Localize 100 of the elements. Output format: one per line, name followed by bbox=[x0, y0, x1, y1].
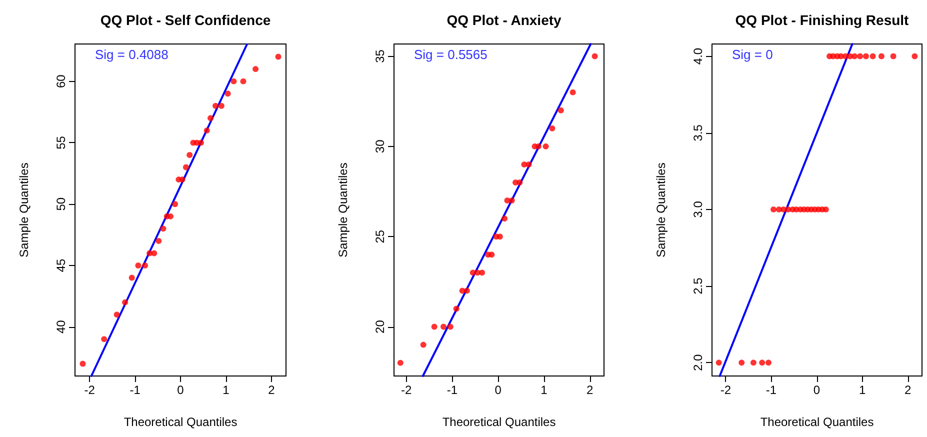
y-axis-title: Sample Quantiles bbox=[654, 162, 668, 258]
point bbox=[420, 342, 426, 348]
chart-title: QQ Plot - Anxiety bbox=[446, 12, 562, 28]
point bbox=[750, 360, 756, 366]
point bbox=[870, 53, 876, 60]
x-tick-label: -1 bbox=[130, 383, 141, 397]
point bbox=[447, 324, 454, 330]
point bbox=[142, 262, 148, 268]
point bbox=[172, 201, 178, 208]
annotation: Sig = 0.5565 bbox=[414, 47, 488, 62]
point bbox=[479, 270, 486, 276]
point bbox=[549, 125, 556, 132]
y-tick-label: 40 bbox=[54, 320, 68, 334]
point bbox=[765, 360, 772, 366]
y-tick-label: 60 bbox=[54, 74, 68, 88]
point bbox=[168, 213, 174, 220]
y-tick-label: 3.0 bbox=[691, 200, 705, 218]
point bbox=[570, 89, 576, 96]
point bbox=[488, 252, 495, 258]
y-tick-label: 2.0 bbox=[691, 354, 705, 372]
point bbox=[212, 102, 219, 109]
x-tick-label: -1 bbox=[766, 383, 777, 397]
x-tick-label: -2 bbox=[84, 383, 96, 397]
point bbox=[160, 226, 166, 232]
y-axis-title: Sample Quantiles bbox=[17, 162, 31, 258]
point bbox=[516, 180, 523, 186]
y-tick-label: 55 bbox=[54, 136, 68, 150]
x-axis-title: Theoretical Quantiles bbox=[124, 415, 238, 429]
point bbox=[440, 324, 447, 330]
point bbox=[204, 127, 210, 134]
x-tick-label: 0 bbox=[177, 383, 184, 397]
point bbox=[179, 176, 186, 183]
x-tick-label: 1 bbox=[222, 383, 230, 397]
y-tick-label: 3.5 bbox=[691, 124, 705, 142]
y-tick-label: 50 bbox=[54, 197, 68, 211]
y-tick-label: 4.0 bbox=[691, 48, 705, 65]
point bbox=[275, 54, 282, 60]
point bbox=[912, 53, 918, 60]
x-tick-label: 0 bbox=[494, 383, 502, 397]
y-axis-title: Sample Quantiles bbox=[336, 162, 350, 258]
point bbox=[558, 107, 564, 114]
chart-title: QQ Plot - Self Confidence bbox=[100, 12, 271, 28]
point bbox=[770, 206, 776, 212]
point bbox=[878, 53, 884, 60]
point bbox=[464, 288, 470, 294]
point bbox=[128, 274, 135, 281]
x-tick-label: -2 bbox=[720, 383, 732, 397]
point bbox=[535, 143, 542, 150]
x-tick-label: 1 bbox=[858, 383, 866, 397]
point bbox=[114, 312, 120, 318]
point bbox=[80, 360, 86, 367]
point bbox=[186, 152, 193, 158]
point bbox=[822, 206, 829, 212]
point bbox=[862, 53, 869, 60]
x-tick-label: 2 bbox=[904, 383, 912, 397]
y-tick-label: 45 bbox=[54, 258, 68, 272]
point bbox=[716, 360, 722, 366]
point bbox=[738, 360, 745, 366]
point bbox=[156, 238, 162, 244]
point bbox=[101, 336, 108, 342]
point bbox=[502, 216, 508, 222]
point bbox=[890, 53, 896, 60]
y-tick-label: 25 bbox=[373, 230, 387, 244]
point bbox=[453, 306, 460, 312]
point bbox=[208, 115, 214, 122]
annotation: Sig = 0 bbox=[732, 47, 773, 62]
y-tick-label: 20 bbox=[373, 320, 387, 334]
x-tick-label: 0 bbox=[813, 383, 820, 397]
y-tick-label: 2.5 bbox=[691, 277, 705, 294]
x-tick-label: 1 bbox=[540, 383, 548, 397]
point bbox=[592, 53, 598, 60]
point bbox=[759, 360, 766, 366]
x-axis-title: Theoretical Quantiles bbox=[760, 415, 874, 429]
point bbox=[852, 53, 858, 60]
point bbox=[230, 78, 237, 84]
x-tick-label: 2 bbox=[586, 383, 594, 397]
point bbox=[526, 161, 532, 168]
point bbox=[397, 360, 404, 366]
y-tick-label: 30 bbox=[373, 139, 387, 154]
point bbox=[496, 234, 503, 240]
x-tick-label: 2 bbox=[268, 383, 276, 397]
point bbox=[431, 324, 438, 330]
y-tick-label: 35 bbox=[373, 49, 387, 63]
point bbox=[252, 66, 259, 72]
point bbox=[135, 262, 142, 268]
point bbox=[508, 198, 515, 204]
x-tick-label: -1 bbox=[446, 383, 458, 397]
point bbox=[151, 250, 158, 256]
point bbox=[218, 102, 224, 109]
point bbox=[122, 299, 128, 306]
chart-title: QQ Plot - Finishing Result bbox=[735, 12, 910, 28]
x-axis-title: Theoretical Quantiles bbox=[442, 415, 556, 429]
point bbox=[224, 90, 231, 97]
x-tick-label: -2 bbox=[401, 383, 412, 397]
point bbox=[198, 140, 204, 146]
point bbox=[857, 53, 864, 60]
point bbox=[542, 143, 549, 150]
point bbox=[182, 164, 189, 170]
point bbox=[240, 78, 246, 84]
annotation: Sig = 0.4088 bbox=[95, 47, 168, 62]
